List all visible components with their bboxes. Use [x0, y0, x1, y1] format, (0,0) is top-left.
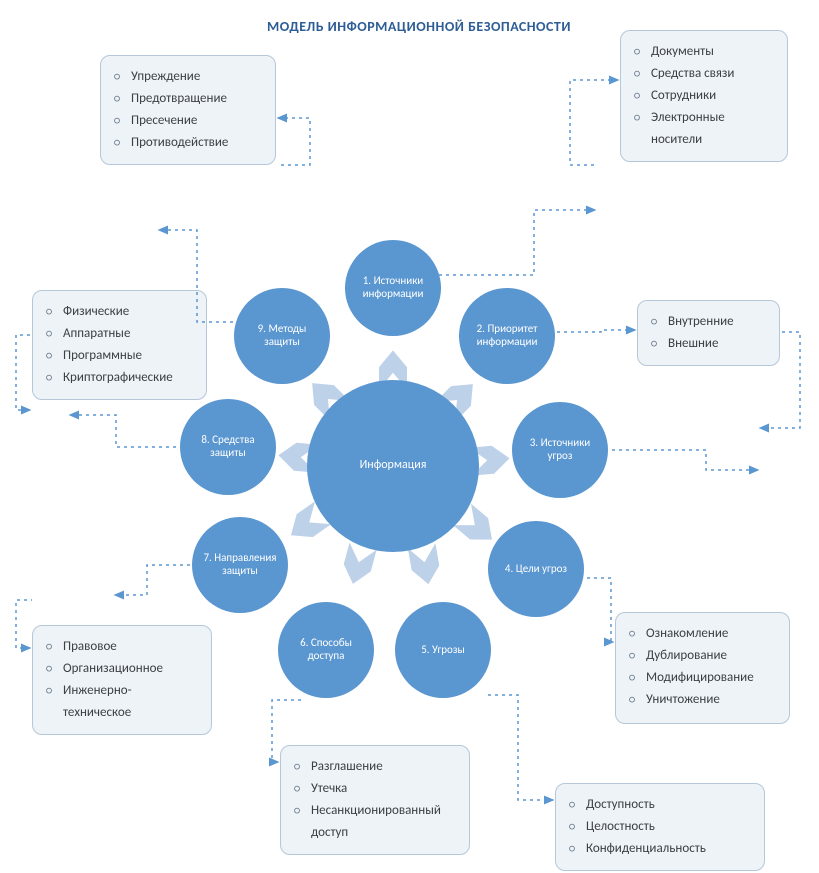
radial-arrow: [408, 543, 442, 586]
center-node: Информация: [307, 380, 479, 552]
